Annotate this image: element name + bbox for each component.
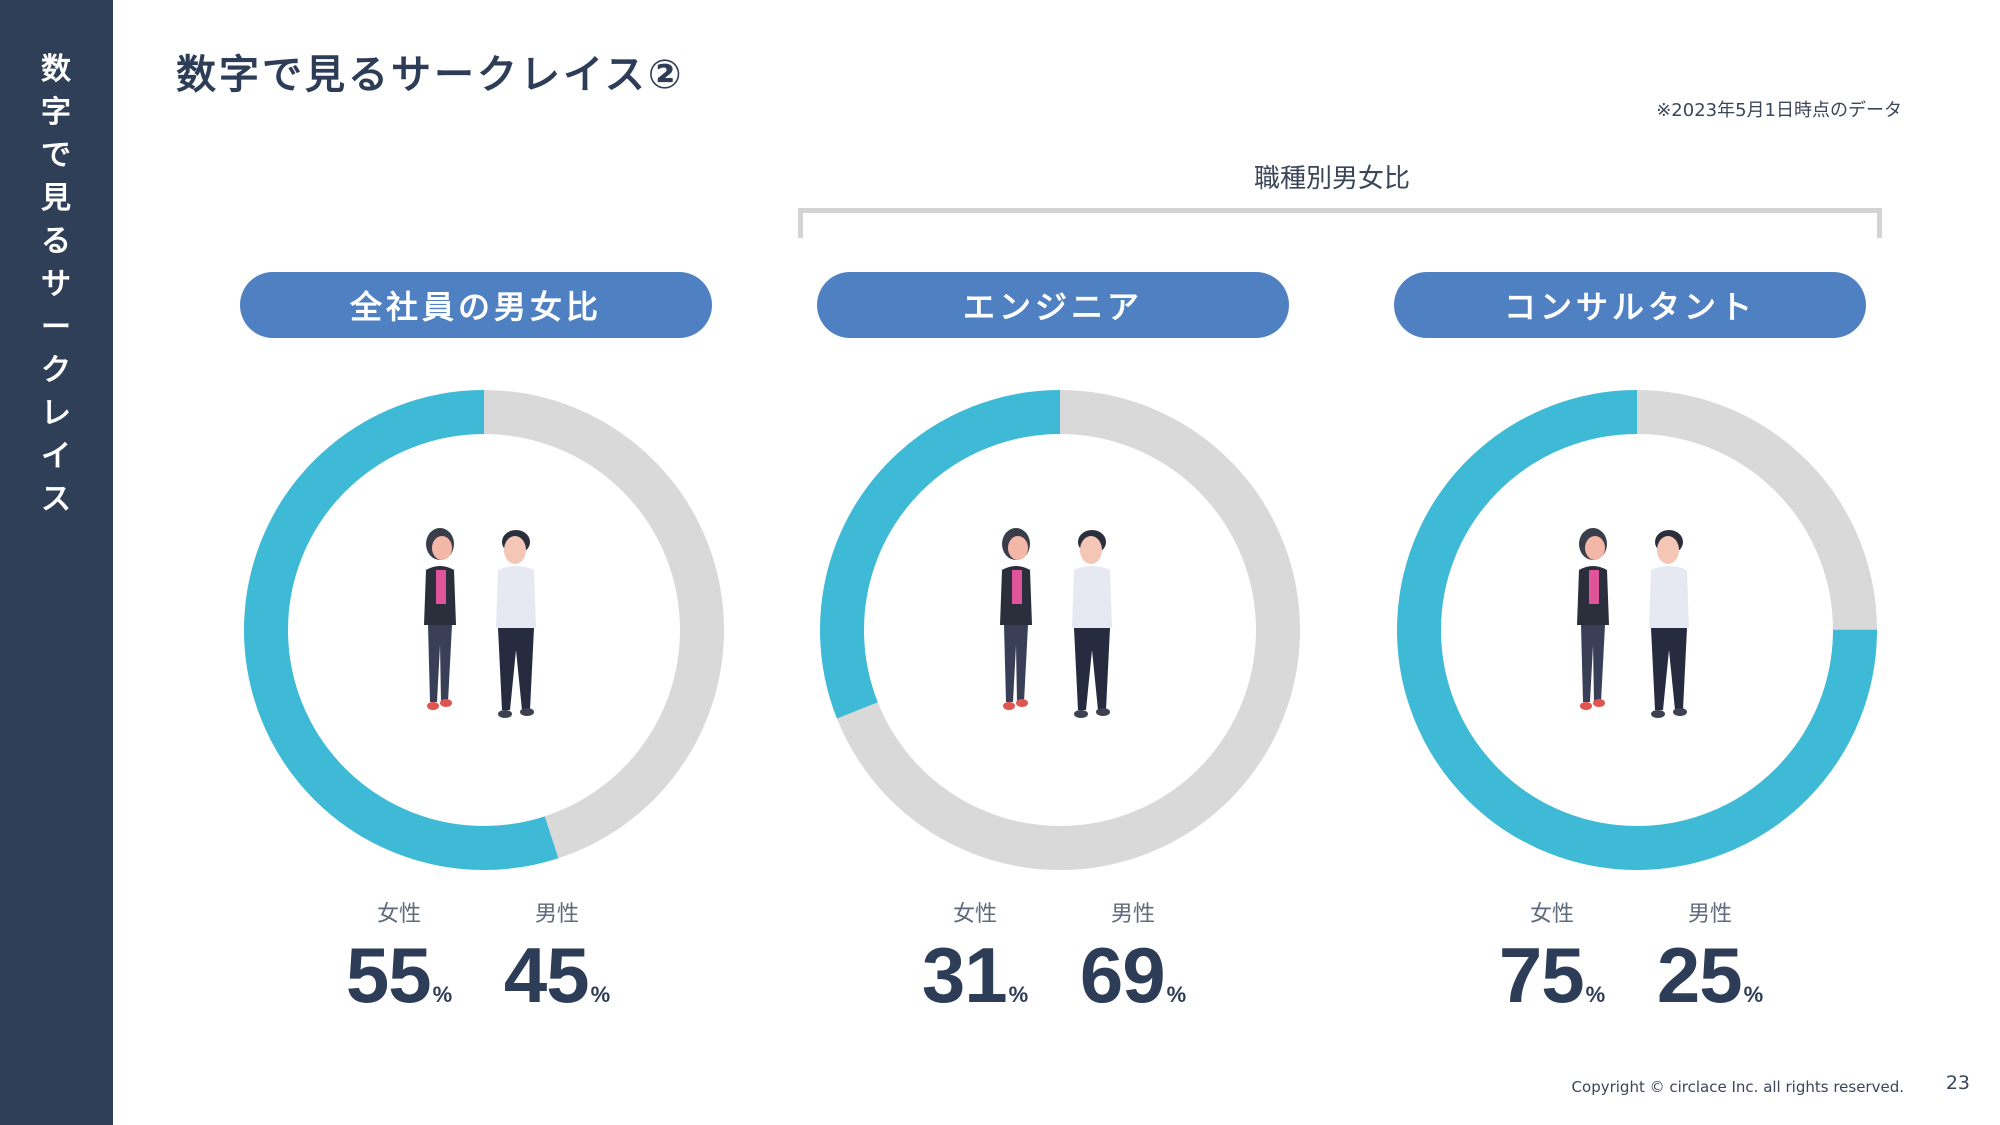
page-title: 数字で見るサークレイス② [176, 52, 685, 98]
male-percentage: 69% [1053, 930, 1213, 1021]
male-percentage: 45% [477, 930, 637, 1021]
male-value: 69 [1079, 931, 1166, 1019]
man-figure [1072, 530, 1112, 718]
female-value: 31 [921, 931, 1008, 1019]
people-illustration [1000, 528, 1112, 718]
percent-unit: % [1743, 982, 1764, 1007]
percent-unit: % [1008, 982, 1029, 1007]
female-label: 女性 [1529, 902, 1574, 927]
woman-figure [1577, 528, 1609, 710]
man-figure [1649, 530, 1689, 718]
male-percentage: 25% [1630, 930, 1790, 1021]
female-slice [1397, 390, 1877, 870]
group-label: 職種別男女比 [1254, 164, 1411, 194]
female-percentage: 55% [319, 930, 479, 1021]
percent-unit: % [432, 982, 453, 1007]
female-value: 55 [345, 931, 432, 1019]
woman-figure [424, 528, 456, 710]
people-illustration [424, 528, 536, 718]
chart-title-pill: コンサルタント [1394, 272, 1866, 338]
donut-chart [1397, 390, 1877, 870]
male-label: 男性 [534, 902, 579, 927]
female-slice [820, 390, 1300, 870]
female-percentage: 31% [895, 930, 1055, 1021]
percent-unit: % [590, 982, 611, 1007]
woman-figure [1000, 528, 1032, 710]
percent-unit: % [1585, 982, 1606, 1007]
male-value: 25 [1656, 931, 1743, 1019]
donut-chart [820, 390, 1300, 870]
date-note: ※2023年5月1日時点のデータ [1656, 100, 1902, 121]
chart-title-pill: エンジニア [817, 272, 1289, 338]
male-value: 45 [503, 931, 590, 1019]
female-slice [244, 390, 724, 870]
female-value: 75 [1498, 931, 1585, 1019]
chart-title-pill: 全社員の男女比 [240, 272, 712, 338]
donut-chart [244, 390, 724, 870]
sidebar-title: 数字で見るサークレイス [41, 52, 71, 517]
female-label: 女性 [376, 902, 421, 927]
male-label: 男性 [1110, 902, 1155, 927]
people-illustration [1577, 528, 1689, 718]
man-figure [496, 530, 536, 718]
male-label: 男性 [1687, 902, 1732, 927]
copyright: Copyright © circlace Inc. all rights res… [1571, 1078, 1904, 1096]
page-number: 23 [1945, 1072, 1970, 1094]
female-label: 女性 [952, 902, 997, 927]
percent-unit: % [1166, 982, 1187, 1007]
female-percentage: 75% [1472, 930, 1632, 1021]
sidebar: 数字で見るサークレイス [0, 0, 113, 1125]
group-bracket [798, 208, 1882, 238]
